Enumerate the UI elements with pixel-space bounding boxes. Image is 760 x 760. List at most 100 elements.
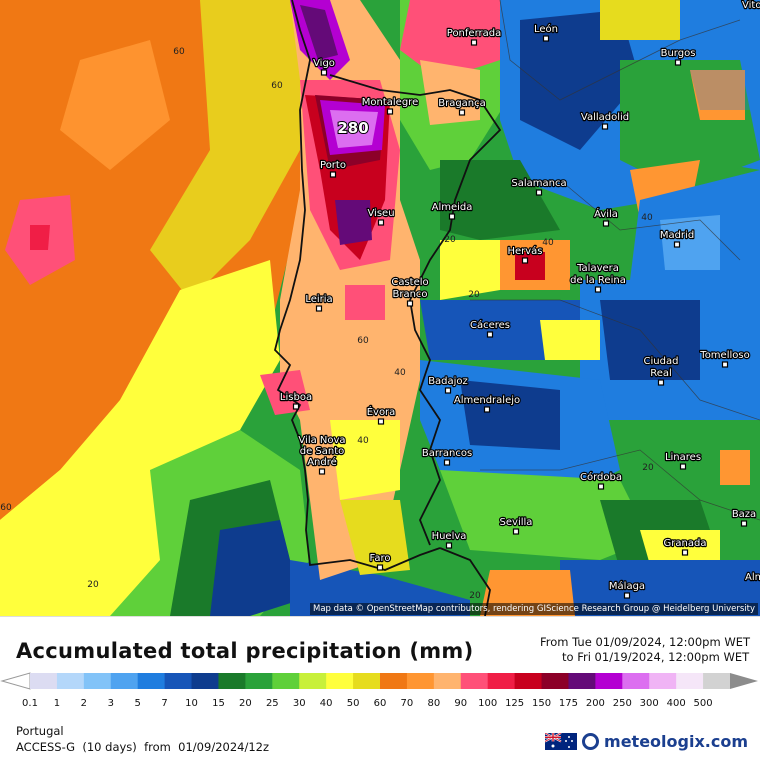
legend-label: 25 <box>266 698 279 709</box>
legend-swatch <box>406 673 435 689</box>
place-marker <box>597 483 605 490</box>
legend-swatch <box>245 673 273 689</box>
region-borders <box>470 0 760 521</box>
place-marker <box>535 189 543 196</box>
place-label: Real <box>650 368 672 379</box>
place-label: Ciudad <box>644 356 679 367</box>
contour-labels: 60 60 40 20 40 20 60 40 40 20 60 20 20 <box>0 47 654 601</box>
place-marker <box>329 171 337 178</box>
legend-label: 250 <box>613 698 632 709</box>
legend-swatch <box>326 673 354 689</box>
place-label: Barrancos <box>422 448 472 459</box>
brand-name: meteologix.com <box>604 732 748 751</box>
place-marker <box>320 69 328 76</box>
place-marker <box>377 219 385 226</box>
date-range: From Tue 01/09/2024, 12:00pm WET to Fri … <box>540 635 750 665</box>
place-label: Hervás <box>507 245 542 257</box>
place-label: Madrid <box>660 230 694 241</box>
place-marker <box>386 108 394 115</box>
meteologix-logo-icon <box>582 733 600 750</box>
place-labels: Vitoria-G Ponferrada León Burgos Vigo Montale… <box>279 0 760 599</box>
place-label: Linares <box>665 452 701 463</box>
place-label: Vigo <box>313 58 335 69</box>
legend-label: 500 <box>694 698 713 709</box>
place-label: Vitoria-G <box>742 0 760 11</box>
place-label: Almendralejo <box>454 395 520 406</box>
legend-label: 7 <box>161 698 167 709</box>
place-label: Évora <box>367 405 396 418</box>
brand[interactable]: meteologix.com <box>544 732 748 751</box>
region-name: Portugal <box>16 724 64 738</box>
map-canvas: 60 60 40 20 40 20 60 40 40 20 60 20 20 Vitoria-G Ponf… <box>0 0 760 616</box>
contour-label: 20 <box>468 290 480 300</box>
place-marker <box>377 418 385 425</box>
legend-label: 20 <box>239 698 252 709</box>
max-precip-label: 280 <box>337 119 368 137</box>
legend-label: 125 <box>505 698 524 709</box>
legend-label: 2 <box>81 698 87 709</box>
place-marker <box>483 406 491 413</box>
legend-min-arrow <box>0 672 31 690</box>
place-label: Castelo <box>391 277 428 288</box>
place-label: Ávila <box>594 207 618 220</box>
legend-swatch <box>380 673 408 689</box>
place-label: Vila Nova <box>298 435 345 446</box>
legend-swatch <box>191 673 219 689</box>
contour-label: 60 <box>0 503 12 513</box>
place-label: Badajoz <box>428 376 468 387</box>
legend-swatch <box>218 673 246 689</box>
date-from: From Tue 01/09/2024, 12:00pm WET <box>540 635 750 649</box>
legend-label: 30 <box>293 698 306 709</box>
legend-label: 60 <box>374 698 387 709</box>
place-label: Málaga <box>609 580 645 592</box>
place-label: Burgos <box>661 48 696 59</box>
place-label: de Santo <box>300 446 345 457</box>
place-marker <box>292 403 300 410</box>
place-marker <box>594 286 602 293</box>
place-label: Porto <box>320 160 346 171</box>
place-label: Ponferrada <box>447 28 501 39</box>
place-label: Bragança <box>438 98 486 109</box>
place-marker <box>601 123 609 130</box>
map-attribution: Map data © OpenStreetMap contributors, r… <box>310 603 758 615</box>
place-marker <box>542 35 550 42</box>
date-to: to Fri 01/19/2024, 12:00pm WET <box>562 650 750 664</box>
legend-swatch <box>676 673 704 689</box>
contour-label: 60 <box>173 47 185 57</box>
precipitation-map[interactable]: 60 60 40 20 40 20 60 40 40 20 60 20 20 Vitoria-G Ponf… <box>0 0 760 616</box>
contour-label: 20 <box>469 591 481 601</box>
legend-label: 15 <box>212 698 225 709</box>
color-legend: 0.1 1 2 3 5 7 10 15 20 25 30 40 50 60 70 80 90 100 125 150 1… <box>0 671 760 715</box>
place-label: Granada <box>664 538 707 549</box>
legend-swatch <box>514 673 543 689</box>
legend-label: 3 <box>108 698 114 709</box>
place-marker <box>679 463 687 470</box>
place-marker <box>512 528 520 535</box>
legend-swatch <box>487 673 516 689</box>
legend-label: 90 <box>454 698 467 709</box>
place-marker <box>443 459 451 466</box>
place-label: Valladolid <box>581 112 629 123</box>
place-marker <box>673 241 681 248</box>
legend-swatch <box>353 673 381 689</box>
legend-label: 70 <box>401 698 414 709</box>
place-label: Alm <box>745 572 760 583</box>
place-marker <box>721 361 729 368</box>
place-label: Leiria <box>305 294 332 305</box>
place-marker <box>448 213 456 220</box>
legend-swatch <box>568 673 596 689</box>
contour-label: 40 <box>394 368 406 378</box>
place-label: André <box>307 456 337 468</box>
legend-swatch <box>110 673 139 689</box>
legend-max-arrow <box>730 673 758 689</box>
footer: Accumulated total precipitation (mm) Fro… <box>0 616 760 760</box>
place-label: Montalegre <box>362 97 418 108</box>
place-label: Salamanca <box>511 178 566 189</box>
legend-swatch <box>541 673 569 689</box>
place-label: Faro <box>370 553 391 564</box>
place-label: Branco <box>392 289 427 300</box>
legend-label: 50 <box>347 698 360 709</box>
legend-label: 200 <box>586 698 605 709</box>
place-label: Almeida <box>432 202 473 213</box>
place-marker <box>623 592 631 599</box>
